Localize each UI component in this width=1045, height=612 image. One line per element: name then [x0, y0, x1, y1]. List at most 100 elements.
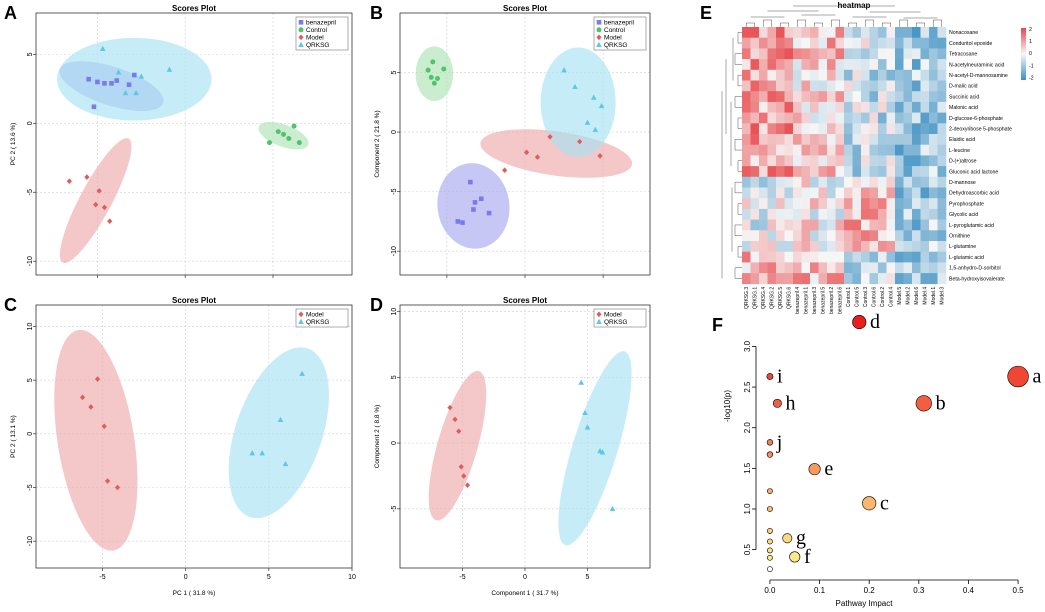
heatmap-cell: [895, 230, 904, 242]
x-tick-label: 0.0: [764, 586, 776, 595]
heatmap-cell: [920, 69, 930, 81]
heatmap-cell: [767, 27, 777, 38]
heatmap-cell: [801, 208, 811, 220]
heatmap-cell: [793, 48, 802, 60]
heatmap-cell: [750, 198, 760, 210]
heatmap-cell: [784, 262, 794, 274]
point-benazepril: [486, 210, 492, 216]
heatmap-cell: [852, 59, 862, 71]
heatmap-cell: [861, 187, 870, 199]
pathway-bubble: [766, 451, 774, 458]
heatmap-cell: [793, 69, 802, 81]
heatmap-cell: [801, 37, 811, 49]
heatmap-cell: [861, 219, 870, 231]
heatmap-cell: [844, 37, 853, 49]
heatmap-cell: [759, 134, 768, 145]
heatmap-col-label: benazepril.5: [821, 287, 827, 314]
heatmap-cell: [929, 91, 938, 103]
heatmap-cell: [861, 59, 870, 71]
heatmap-cell: [818, 176, 828, 188]
ellipse-qrksg: [558, 351, 632, 546]
heatmap-cell: [827, 69, 836, 81]
panel-label-b: B: [370, 3, 383, 23]
heatmap-cell: [750, 101, 760, 113]
heatmap-cell: [801, 155, 811, 167]
heatmap-cell: [937, 230, 947, 242]
heatmap-cell: [835, 27, 845, 38]
heatmap-cell: [742, 251, 751, 263]
heatmap-col-label: QRKSG.1: [753, 287, 759, 309]
point-model: [461, 473, 467, 479]
heatmap-cell: [835, 187, 845, 199]
pathway-label: a: [1032, 366, 1041, 388]
heatmap-legend-tick: 1: [1029, 39, 1032, 45]
plot-title: Scores Plot: [172, 4, 216, 13]
heatmap-cell: [852, 69, 862, 81]
legend-marker-control: [298, 27, 304, 33]
heatmap-cell: [929, 241, 938, 252]
heatmap-cell: [784, 37, 794, 49]
heatmap-cell: [835, 219, 845, 231]
heatmap-cell: [818, 208, 828, 220]
heatmap-cell: [861, 198, 870, 210]
heatmap-cell: [818, 219, 828, 231]
point-model: [577, 138, 583, 145]
heatmap-cell: [784, 48, 794, 60]
heatmap-cell: [776, 251, 785, 263]
heatmap-cell: [742, 91, 751, 103]
heatmap-cell: [742, 101, 751, 113]
heatmap-cell: [844, 27, 853, 38]
heatmap-cell: [878, 251, 887, 263]
heatmap-cell: [886, 155, 896, 167]
y-tick-label: 1.5: [743, 462, 752, 474]
heatmap-cell: [776, 219, 785, 231]
heatmap-cell: [895, 37, 904, 49]
heatmap-cell: [793, 59, 802, 71]
heatmap-cell: [844, 176, 853, 188]
heatmap-cell: [861, 155, 870, 167]
point-qrksg: [590, 94, 597, 100]
heatmap-cell: [793, 208, 802, 220]
heatmap-cell: [793, 134, 802, 145]
heatmap-cell: [869, 27, 879, 38]
heatmap-cell: [827, 144, 836, 156]
heatmap-cell: [878, 80, 887, 92]
heatmap-cell: [801, 262, 811, 274]
heatmap-cell: [767, 166, 777, 178]
heatmap-cell: [886, 48, 896, 60]
point-qrksg: [99, 45, 106, 52]
heatmap-cell: [912, 262, 921, 274]
heatmap-cell: [810, 273, 819, 285]
heatmap-cell: [810, 134, 819, 145]
heatmap-cell: [937, 187, 947, 199]
heatmap-cell: [912, 251, 921, 263]
heatmap-cell: [878, 123, 887, 135]
heatmap-col-label: Control.6: [872, 287, 878, 308]
heatmap-cell: [852, 37, 862, 49]
heatmap-cell: [818, 27, 828, 38]
x-tick-label: 0.4: [963, 586, 975, 595]
y-tick-label: -10: [27, 256, 34, 266]
heatmap-cell: [852, 48, 862, 60]
legend-marker-model: [596, 34, 602, 41]
heatmap-cell: [784, 251, 794, 263]
heatmap-panel: heatmap Nonacosane Conduritol epoxide Tetra…: [721, 1, 1034, 314]
point-control: [291, 123, 297, 129]
heatmap-cell: [861, 134, 870, 145]
heatmap-cell: [767, 101, 777, 113]
heatmap-cell: [861, 91, 870, 103]
heatmap-row-label: Conduritol epoxide: [949, 41, 992, 47]
heatmap-cell: [759, 112, 768, 124]
heatmap-cell: [835, 37, 845, 49]
point-model: [88, 404, 94, 410]
point-benazepril: [102, 81, 107, 86]
heatmap-cell: [818, 262, 828, 274]
heatmap-cell: [920, 112, 930, 124]
heatmap-cell: [912, 241, 921, 252]
heatmap-cell: [844, 262, 853, 274]
heatmap-cell: [903, 48, 913, 60]
x-axis-label: PC 1 ( 31.8 %): [173, 590, 216, 597]
heatmap-cell: [750, 187, 760, 199]
heatmap-cell: [886, 80, 896, 92]
